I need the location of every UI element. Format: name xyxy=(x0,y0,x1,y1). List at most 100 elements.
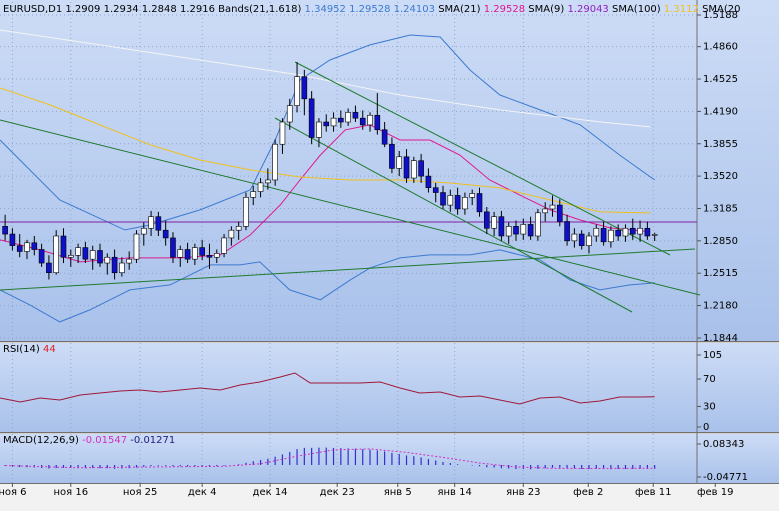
candle-body xyxy=(177,249,184,258)
candle-body xyxy=(520,224,527,235)
y-tick-label: 1.3185 xyxy=(703,203,738,214)
x-tick-label: ноя 16 xyxy=(54,487,89,498)
candle-body xyxy=(556,204,563,222)
y-tick-label: 1.2515 xyxy=(703,268,738,279)
candle-body xyxy=(155,216,162,231)
candle-body xyxy=(46,262,52,274)
candle-body xyxy=(140,227,147,235)
last-value: 44 xyxy=(43,344,56,355)
candle-body xyxy=(600,227,607,243)
candle-body xyxy=(272,143,278,181)
last-value: -0.01271 xyxy=(130,435,175,446)
candle-body xyxy=(235,226,242,231)
y-tick-label: 1.2850 xyxy=(703,236,738,247)
y-tick-label: 1.1844 xyxy=(703,333,738,344)
x-tick-label: янв 14 xyxy=(438,487,472,498)
candle-body xyxy=(629,227,636,235)
y-tick-label: 70 xyxy=(703,374,716,385)
date-axis xyxy=(0,483,779,511)
macd-panel xyxy=(0,434,779,483)
candle-body xyxy=(338,117,344,123)
candle-body xyxy=(286,105,293,123)
y-tick-label: 0 xyxy=(703,422,709,433)
indicator-line xyxy=(0,29,651,128)
x-tick-label: янв 23 xyxy=(506,487,540,498)
y-tick-label: 0.08343 xyxy=(703,439,744,450)
candle-body xyxy=(82,247,89,260)
indicator-line xyxy=(0,124,651,263)
candle-body xyxy=(549,204,556,210)
candle-body xyxy=(586,235,592,246)
candle-body xyxy=(126,258,132,264)
candle-body xyxy=(294,76,300,106)
header-text: SMA(20 xyxy=(702,4,740,15)
candle-body xyxy=(381,129,388,145)
header-text: 1.29043 xyxy=(567,4,608,15)
candle-body xyxy=(199,247,205,256)
header-text: 1.3112 xyxy=(664,4,699,15)
chart-header: EURUSD,D1 1.2909 1.2934 1.2848 1.2916 Ba… xyxy=(3,4,741,15)
header-text: 1.29528 xyxy=(484,4,525,15)
y-tick-label: 1.4190 xyxy=(703,106,738,117)
y-tick-label: 105 xyxy=(703,350,722,361)
header-text: 1.24103 xyxy=(394,4,435,15)
candle-body xyxy=(644,227,651,237)
candle-body xyxy=(192,247,198,260)
candle-body xyxy=(38,249,45,264)
header-text: 1.2934 xyxy=(104,4,139,15)
main-panel xyxy=(0,0,779,341)
header-text: 1.34952 xyxy=(305,4,346,15)
x-tick-label: янв 5 xyxy=(384,487,412,498)
candle-body xyxy=(578,233,585,246)
indicator-line xyxy=(0,87,651,214)
y-tick-label: 1.4525 xyxy=(703,74,738,85)
y-tick-label: 1.3520 xyxy=(703,171,738,182)
candle-body xyxy=(301,76,308,100)
x-tick-label: дек 23 xyxy=(320,487,355,498)
candle-body xyxy=(440,192,446,206)
panel-header: MACD(12,26,9) -0.01547 -0.01271 xyxy=(3,435,175,446)
x-tick-label: ноя 6 xyxy=(0,487,27,498)
candle-body xyxy=(447,195,454,206)
candle-body xyxy=(133,233,140,260)
x-tick-label: дек 4 xyxy=(188,487,217,498)
header-text: SMA(100) xyxy=(612,4,661,15)
candle-body xyxy=(651,234,658,236)
rsi-line xyxy=(0,372,655,405)
candle-body xyxy=(148,216,154,229)
candle-body xyxy=(250,191,257,198)
candle-body xyxy=(593,227,600,237)
candle-body xyxy=(615,229,621,237)
candle-body xyxy=(476,193,483,213)
candle-body xyxy=(228,229,235,239)
y-tick-label: 30 xyxy=(703,401,716,412)
candle-body xyxy=(498,216,505,237)
candle-body xyxy=(374,114,381,131)
x-tick-label: дек 14 xyxy=(253,487,288,498)
x-tick-label: фев 2 xyxy=(573,487,603,498)
candle-body xyxy=(637,227,643,235)
candle-body xyxy=(622,227,629,237)
trend-lines xyxy=(0,61,701,313)
sub-panels xyxy=(0,372,656,470)
header-text: SMA(9) xyxy=(528,4,564,15)
y-tick-label: 1.4860 xyxy=(703,42,738,53)
candle-body xyxy=(184,249,191,260)
panel-title: MACD(12,26,9) xyxy=(3,435,79,446)
candle-body xyxy=(89,250,96,260)
candle-body xyxy=(162,229,169,239)
candle-body xyxy=(491,216,497,229)
candle-body xyxy=(527,224,534,237)
x-tick-label: ноя 25 xyxy=(123,487,158,498)
header-text: 1.2848 xyxy=(142,4,177,15)
candle-body xyxy=(535,212,541,237)
candle-body xyxy=(104,256,111,264)
candle-body xyxy=(9,233,16,246)
candle-body xyxy=(513,226,519,235)
y-tick-label: -0.04771 xyxy=(703,472,748,483)
candle-body xyxy=(359,117,366,126)
indicator-line xyxy=(0,34,655,231)
candle-body xyxy=(608,229,614,243)
candle-body xyxy=(454,195,461,210)
candle-body xyxy=(352,112,359,119)
